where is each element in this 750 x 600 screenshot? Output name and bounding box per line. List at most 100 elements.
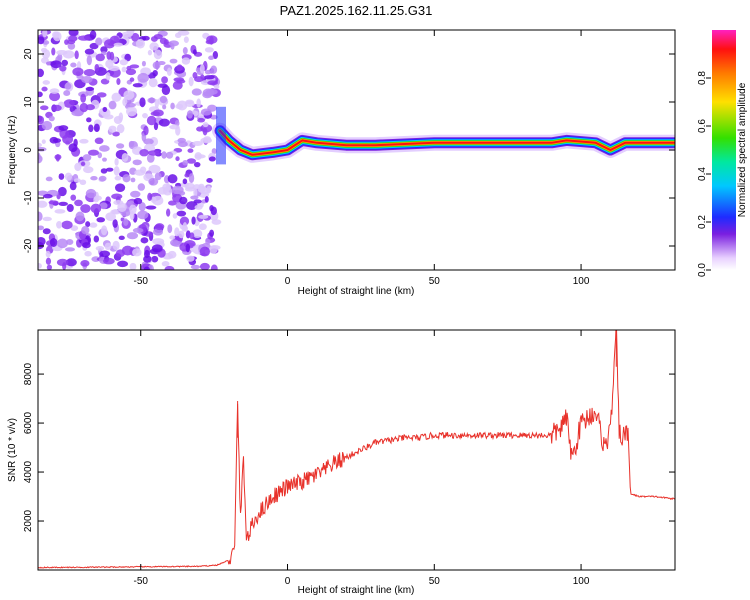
colorbar-gradient: [712, 30, 736, 270]
colorbar-ticks: 0.0 0.2 0.4 0.6 0.8: [697, 71, 711, 277]
frequency-ridge: [212, 106, 675, 165]
noise-blob: [146, 153, 155, 163]
noise-blob: [99, 250, 111, 258]
spectrogram-x-tick-label: 0: [285, 276, 291, 287]
noise-blob: [188, 173, 195, 184]
noise-blob: [137, 210, 149, 220]
noise-blob: [80, 204, 91, 213]
spectrogram-x-tick-label: -50: [134, 276, 149, 287]
noise-blob: [186, 158, 197, 164]
colorbar-tick-label: 0.4: [697, 167, 708, 181]
noise-blob: [111, 92, 122, 102]
noise-blob: [117, 202, 127, 213]
noise-blob: [146, 115, 157, 126]
noise-blob: [175, 156, 180, 162]
noise-blob: [132, 159, 142, 166]
noise-blob: [198, 214, 209, 219]
noise-blob: [143, 125, 149, 136]
noise-blob: [129, 77, 135, 82]
noise-blob: [169, 124, 180, 130]
noise-blob: [87, 149, 99, 156]
noise-blob: [83, 69, 96, 77]
noise-blob: [121, 152, 129, 162]
noise-blob: [185, 243, 191, 253]
noise-blob: [177, 141, 188, 148]
noise-blob: [169, 58, 178, 64]
noise-blob: [205, 88, 218, 95]
noise-blob: [203, 136, 212, 143]
noise-blob: [61, 220, 73, 230]
ridge-band: [219, 129, 675, 156]
noise-blob: [38, 211, 43, 222]
noise-blob: [161, 76, 168, 84]
noise-blob: [38, 115, 45, 125]
noise-blob: [93, 123, 100, 133]
noise-blob: [113, 166, 120, 176]
noise-blob: [100, 225, 108, 236]
noise-blob: [40, 105, 49, 111]
noise-blob: [58, 173, 65, 180]
noise-blob: [198, 223, 207, 231]
noise-blob: [133, 197, 143, 205]
noise-blob: [194, 154, 206, 159]
noise-blob: [95, 37, 103, 46]
noise-blob: [62, 134, 74, 145]
noise-blob: [126, 232, 139, 240]
noise-blob: [184, 186, 196, 192]
noise-blob: [106, 51, 112, 60]
noise-blob: [89, 30, 97, 40]
noise-blob: [132, 227, 144, 233]
noise-blob: [204, 69, 212, 75]
noise-blob: [205, 238, 211, 245]
noise-blob: [210, 264, 218, 270]
noise-blob: [137, 183, 146, 191]
noise-blob: [185, 230, 191, 239]
noise-blob: [202, 127, 208, 136]
noise-blob: [90, 203, 102, 214]
noise-blob: [123, 218, 129, 226]
noise-blob: [73, 178, 81, 183]
spectrogram-y-tick-label: -20: [23, 238, 34, 253]
noise-blob: [85, 221, 91, 228]
noise-blob: [184, 101, 195, 108]
noise-blob: [200, 108, 212, 116]
onset-smear: [216, 106, 226, 165]
noise-blob: [56, 220, 63, 229]
noise-blob: [49, 91, 61, 102]
noise-blob: [64, 39, 69, 45]
noise-blob: [143, 138, 154, 145]
noise-blob: [208, 156, 216, 162]
snr-panel: -50 0 50 100 2000 4000 6000 8000 Height of str…: [7, 329, 676, 596]
noise-blob: [162, 104, 167, 110]
noise-blob: [114, 175, 122, 181]
noise-blob: [182, 159, 189, 166]
snr-x-tick-label: 0: [285, 576, 291, 587]
snr-y-tick-label: 8000: [23, 363, 34, 386]
noise-blob: [194, 204, 203, 210]
noise-blob: [203, 75, 215, 80]
noise-blob: [48, 200, 59, 205]
noise-blob: [66, 203, 74, 213]
noise-blob: [103, 114, 114, 120]
noise-blob: [85, 104, 95, 111]
noise-blob: [71, 110, 84, 117]
noise-blob: [42, 228, 51, 235]
noise-blob: [70, 225, 79, 232]
spectrogram-y-label: Frequency (Hz): [7, 116, 18, 185]
noise-blob: [178, 230, 185, 239]
noise-blob: [202, 122, 209, 128]
noise-blob: [82, 154, 92, 162]
noise-blob: [182, 178, 188, 185]
noise-blob: [167, 250, 177, 259]
snr-line: [38, 330, 675, 569]
noise-blob: [214, 84, 220, 90]
noise-blob: [131, 32, 140, 42]
snr-x-tick-label: 100: [573, 576, 590, 587]
noise-blob: [169, 235, 176, 240]
noise-blob: [151, 244, 163, 253]
noise-blob: [65, 258, 77, 267]
noise-blob: [38, 68, 44, 78]
noise-blob: [154, 172, 162, 181]
noise-blob: [105, 212, 116, 222]
noise-blob: [54, 209, 66, 214]
